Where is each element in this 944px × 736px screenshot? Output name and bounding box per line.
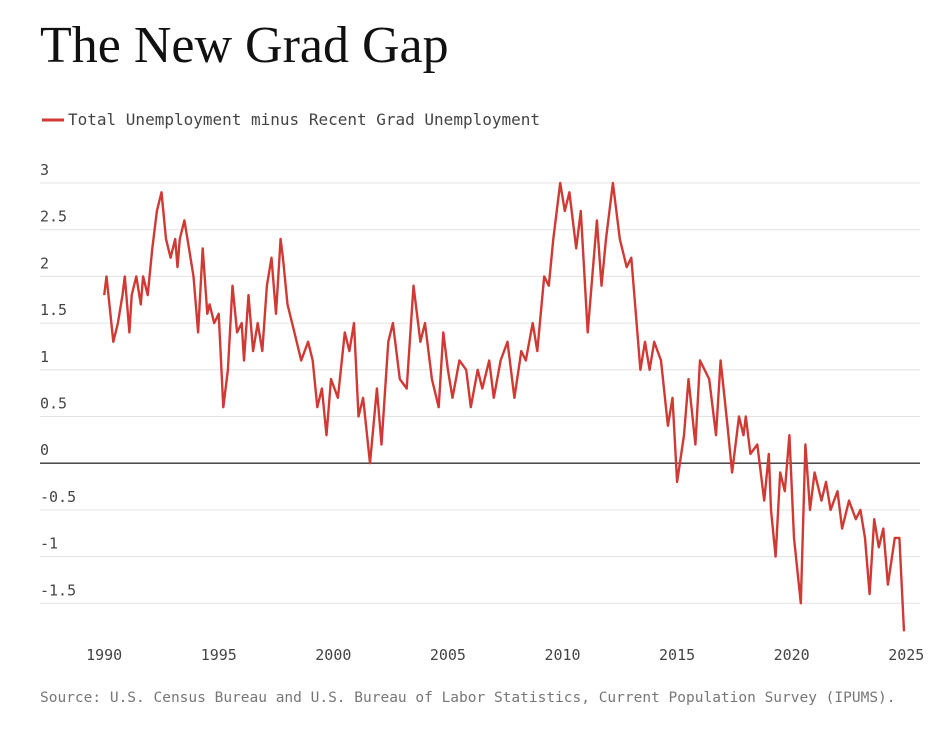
source: Source: U.S. Census Bureau and U.S. Bure…	[40, 690, 896, 706]
x-tick-label: 2005	[430, 646, 466, 664]
y-tick-label: 1.5	[40, 301, 67, 319]
data-line	[103, 181, 906, 632]
chart-title: The New Grad Gap	[40, 17, 449, 74]
x-tick-label: 2015	[659, 646, 695, 664]
x-tick-label: 2025	[888, 646, 924, 664]
y-tick-label: -0.5	[40, 488, 76, 506]
y-tick-label: 3	[40, 161, 49, 179]
x-tick-label: 1995	[201, 646, 237, 664]
legend-label: Total Unemployment minus Recent Grad Une…	[68, 110, 540, 129]
y-tick-label: 0.5	[40, 395, 67, 413]
y-tick-label: 2	[40, 254, 49, 272]
y-tick-label: -1	[40, 535, 58, 553]
x-tick-label: 1990	[86, 646, 122, 664]
y-tick-label: -1.5	[40, 581, 76, 599]
x-tick-label: 2010	[544, 646, 580, 664]
x-tick-label: 2020	[774, 646, 810, 664]
y-tick-label: 2.5	[40, 208, 67, 226]
x-tick-label: 2000	[315, 646, 351, 664]
y-tick-label: 1	[40, 348, 49, 366]
y-tick-label: 0	[40, 441, 49, 459]
source-box: Source: U.S. Census Bureau and U.S. Bure…	[40, 690, 896, 706]
